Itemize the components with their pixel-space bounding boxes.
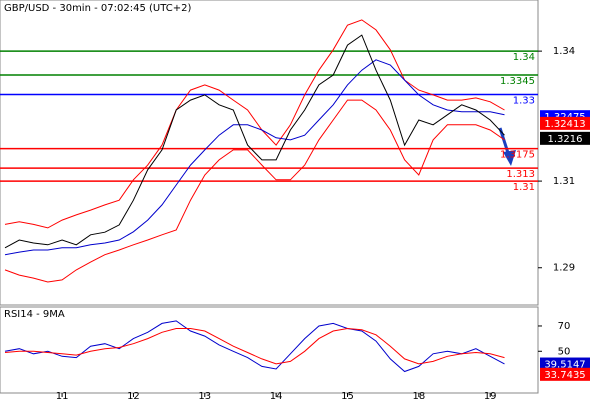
y-tick-label: 1.34 [553,46,575,57]
rsi-title: RSI14 - 9MA [4,309,65,320]
level-label: 1.31 [513,182,535,193]
level-label: 1.3345 [500,76,535,87]
price-marker [540,357,590,371]
price-panel [0,0,539,306]
price-marker-label: 1.32413 [544,119,585,130]
chart-title: GBP/USD - 30min - 07:02:45 (UTC+2) [4,3,191,14]
price-marker [540,367,590,381]
y-tick-label: 70 [558,321,571,332]
series-line [4,19,505,229]
series-line [4,34,505,249]
x-tick-label: 12 [127,391,140,400]
arrow-head [503,150,516,166]
price-marker [540,131,590,145]
x-tick-label: 13 [198,391,211,400]
x-tick-label: 11 [56,391,69,400]
level-label: 1.313 [506,169,535,180]
price-marker-label: 39.5147 [544,360,585,371]
y-tick-label: 50 [558,346,571,357]
price-marker-label: 1.3216 [548,134,583,145]
level-label: 1.3175 [500,150,535,161]
series-line [4,59,505,256]
y-tick-label: 1.31 [553,176,575,187]
price-marker-label: 33.7435 [544,370,585,381]
x-tick-label: 19 [484,391,497,400]
y-tick-label: 1.29 [553,263,575,274]
x-tick-label: 15 [341,391,354,400]
x-tick-label: 18 [412,391,425,400]
rsi-panel [0,306,539,394]
series-line [4,327,505,365]
level-label: 1.34 [513,52,535,63]
level-label: 1.33 [513,95,535,106]
price-marker [540,116,590,130]
x-tick-label: 14 [270,391,283,400]
series-line [4,99,505,283]
series-line [4,320,505,373]
